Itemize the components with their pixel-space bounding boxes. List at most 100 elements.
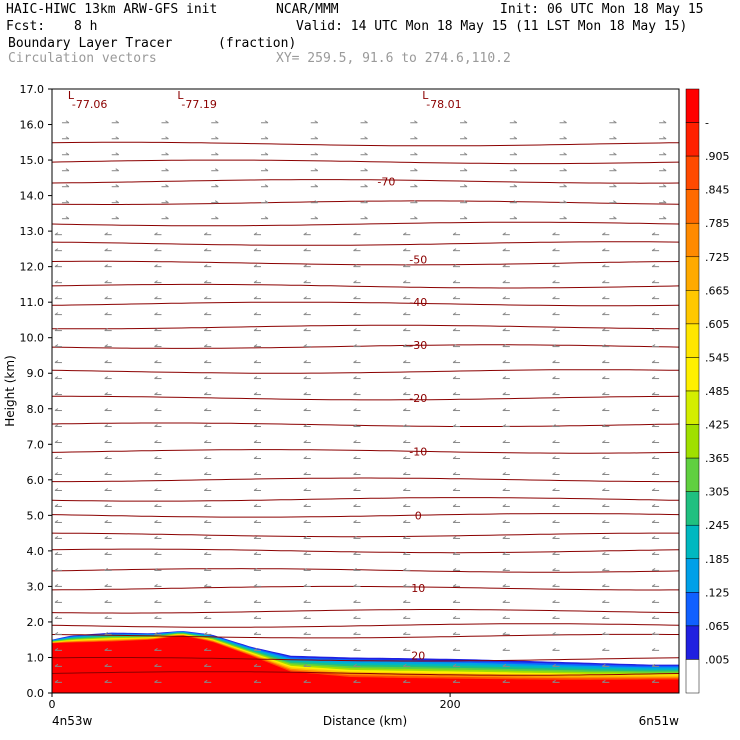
circulation-vector-head <box>65 120 70 124</box>
circulation-vector-head <box>104 583 108 587</box>
x-tick-label: 200 <box>440 698 461 711</box>
circulation-vector-head <box>165 200 169 204</box>
circulation-vector-head <box>452 312 457 316</box>
circulation-vector-head <box>662 216 667 220</box>
circulation-vector-head <box>602 344 606 348</box>
circulation-vector-head <box>303 647 308 651</box>
circulation-vector-head <box>552 615 556 619</box>
circulation-vector-head <box>502 280 507 284</box>
x-tick-label: 0 <box>49 698 56 711</box>
circulation-vector-head <box>651 472 656 475</box>
plot-frame <box>51 88 680 694</box>
circulation-vector-head <box>353 296 357 300</box>
circulation-vector-head <box>253 631 258 635</box>
circulation-vector-head <box>651 552 656 555</box>
circulation-vector-head <box>154 440 158 443</box>
circulation-vector-layer <box>54 120 667 683</box>
isotherm-line <box>51 548 680 554</box>
circulation-vector-head <box>104 504 108 507</box>
circulation-vector-head <box>203 424 208 427</box>
circulation-vector-head <box>165 216 169 220</box>
circulation-vector-head <box>353 568 357 571</box>
y-tick-label: 3.0 <box>27 580 45 593</box>
isotherm-line <box>51 422 680 427</box>
xy-label: XY= 259.5, 91.6 to 274.6,110.2 <box>276 51 511 66</box>
circulation-vector-head <box>502 376 507 379</box>
circulation-vector-head <box>552 456 556 459</box>
circulation-vector-head <box>502 456 507 459</box>
circulation-vector-head <box>403 376 407 379</box>
circulation-vector-head <box>54 456 59 459</box>
circulation-vector-head <box>154 568 158 571</box>
circulation-vector-head <box>353 248 357 252</box>
isotherm-line <box>51 568 680 573</box>
isotherm-line <box>51 657 680 662</box>
colorbar-swatch <box>685 256 700 291</box>
colorbar-swatch <box>685 323 700 358</box>
circulation-vector-head <box>403 440 407 443</box>
circulation-vector-head <box>54 392 59 395</box>
circulation-vector-head <box>104 408 108 411</box>
circulation-vector-head <box>452 663 457 667</box>
y-tick-label: 2.0 <box>27 616 45 629</box>
circulation-vector-head <box>452 376 457 379</box>
circulation-vector-head <box>602 280 606 284</box>
circulation-vector-head <box>651 536 656 539</box>
field-units: (fraction) <box>218 36 297 51</box>
y-axis-label: Height (km) <box>3 355 17 426</box>
circulation-vector-head <box>154 360 158 363</box>
circulation-vector-head <box>104 248 108 252</box>
circulation-vector-head <box>452 615 457 619</box>
isotherm-line <box>51 179 680 184</box>
circulation-vector-head <box>552 296 556 300</box>
circulation-vector-head <box>303 552 308 555</box>
circulation-vector-head <box>513 216 518 220</box>
circulation-vector-head <box>203 599 208 603</box>
isotherm-layer <box>51 141 680 676</box>
circulation-vector-head <box>214 200 219 204</box>
circulation-vector-head <box>364 152 368 156</box>
circulation-vector-head <box>154 296 158 300</box>
circulation-vector-head <box>502 679 507 683</box>
circulation-vector-head <box>54 472 59 475</box>
circulation-vector-head <box>165 152 169 156</box>
y-tick-label: 0.0 <box>27 687 45 700</box>
low-value-label: -77.19 <box>181 98 216 111</box>
circulation-vector-head <box>452 504 457 507</box>
circulation-vector-head <box>253 679 258 683</box>
circulation-vector-head <box>502 599 507 603</box>
circulation-vector-head <box>353 520 357 523</box>
circulation-vector-head <box>314 168 319 172</box>
circulation-vector-head <box>154 328 158 332</box>
circulation-vector-head <box>403 232 407 236</box>
isotherm-label: -50 <box>409 254 427 267</box>
circulation-vector-head <box>364 120 368 124</box>
circulation-vector-head <box>513 168 518 172</box>
circulation-vector-head <box>314 120 319 124</box>
circulation-vector-head <box>104 488 108 491</box>
colorbar-label: .065 <box>705 620 730 633</box>
circulation-vector-head <box>364 216 368 220</box>
circulation-vector-head <box>502 536 507 539</box>
circulation-vector-head <box>452 232 457 236</box>
circulation-vector-head <box>552 679 556 683</box>
circulation-vector-head <box>154 312 158 316</box>
circulation-vector-head <box>104 344 108 348</box>
isotherm-line <box>52 395 680 401</box>
circulation-vector-head <box>452 408 457 411</box>
y-tick-label: 16.0 <box>20 119 45 132</box>
isotherm-line <box>51 241 680 246</box>
circulation-vector-head <box>303 631 308 635</box>
circulation-vector-head <box>651 312 656 316</box>
circulation-vector-head <box>303 328 308 332</box>
circulation-vector-head <box>104 360 108 363</box>
circulation-vector-head <box>651 424 656 427</box>
isotherm-line <box>52 324 680 330</box>
circulation-vector-head <box>54 376 59 379</box>
circulation-vector-head <box>552 568 556 571</box>
circulation-vector-head <box>452 280 457 284</box>
circulation-vector-head <box>452 583 457 587</box>
header-fcst-label: Fcst: <box>6 19 46 34</box>
circulation-vector-head <box>154 392 158 395</box>
circulation-vector-head <box>602 536 606 539</box>
